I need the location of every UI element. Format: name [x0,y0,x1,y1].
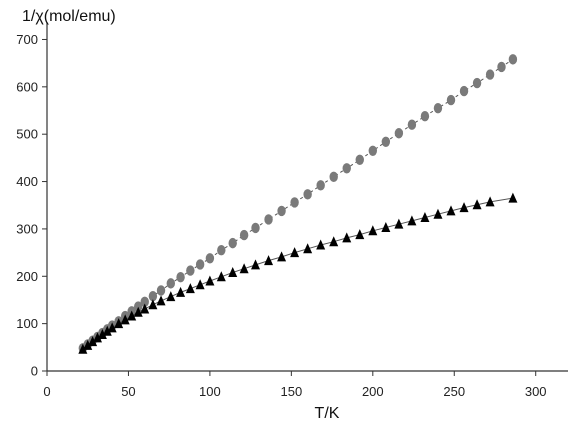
series-2-point [290,247,300,258]
y-axis-title: 1/χ(mol/emu) [22,8,116,25]
series-1-point [472,77,482,89]
series-2-point [394,218,404,229]
series-2-point [176,286,186,297]
y-tick-label: 0 [31,364,38,379]
series-2-point [277,251,287,262]
axes: 0 100 200 300 400 500 600 700 0 50 100 150 200 250 300 [16,22,568,399]
series-1-point [316,180,325,191]
series-1-point [176,272,185,283]
series-1-point [508,54,518,65]
series-2-point [127,310,137,321]
series-1-point [134,301,143,312]
series-1-point [140,296,149,308]
series-2-point [508,192,518,203]
x-tick-label: 150 [281,384,303,399]
series-1-point [485,69,495,80]
series-2-point [93,332,102,343]
series-1-point [205,253,215,264]
series-1-point [420,110,430,122]
data-marks [78,54,518,354]
y-tick-label: 700 [16,32,38,47]
series-2-point [228,266,238,277]
series-2-point [156,295,166,306]
series-2-point [185,283,195,294]
series-1-point [446,94,456,106]
series-2-point [195,279,205,290]
series-2-point [433,208,443,219]
series-2-point [420,212,430,223]
x-axis-title: T/K [315,405,340,422]
x-tick-label: 200 [362,384,384,399]
series-1-point [355,154,364,165]
x-tick-label: 50 [121,384,135,399]
series-1-point [407,119,417,130]
series-2-point [407,215,417,226]
series-2-point [485,196,495,207]
series-2-point [133,306,143,317]
y-tick-label: 500 [16,127,38,142]
series-2-point [97,329,107,340]
series-1-point [459,85,469,97]
series-2-point [120,314,130,325]
y-tick-label: 300 [16,221,38,236]
series-1-point [277,205,286,217]
series-2-point [107,322,117,333]
series-1-point [264,214,273,225]
y-tick-label: 200 [16,269,38,284]
series-2-point [88,336,98,347]
series-2-fit-line [82,197,513,350]
series-2-point [114,318,124,329]
series-2-point [381,221,391,232]
series-2-point [342,232,352,243]
series-2-point [216,271,226,282]
series-1-point [148,290,158,302]
series-1-point [228,237,237,249]
series-1-point [217,245,226,256]
series-2-point [355,229,365,240]
x-tick-label: 300 [525,384,547,399]
series-2-point [166,291,176,302]
series-1-point [186,265,195,276]
series-1-point [497,61,506,73]
series-2-point [472,199,482,210]
series-1-point [394,128,404,139]
series-2-point [148,299,158,310]
series-2-point [239,263,249,274]
x-tick-label: 250 [443,384,465,399]
series-1-point [239,229,249,241]
series-1-point [303,189,312,200]
series-1-point [381,136,391,147]
series-1-point [251,222,260,234]
series-1-point [195,259,205,270]
series-2-point [102,325,112,336]
series-2-point [264,255,274,266]
x-tick-label: 0 [43,384,50,399]
series-2-point [140,303,150,314]
x-tick-label: 100 [199,384,221,399]
series-2-point [205,275,215,286]
series-2-point [459,202,469,213]
series-2-point [316,239,326,250]
series-2-point [303,243,313,254]
series-1-point [290,197,299,208]
y-tick-label: 400 [16,174,38,189]
series-1-point [433,102,443,114]
series-2-point [368,225,378,236]
series-1-point [156,285,166,296]
y-tick-label: 600 [16,79,38,94]
series-1-point [368,145,378,156]
y-tick-label: 100 [16,316,38,331]
series-2-point [251,259,261,270]
series-1-point [166,278,176,289]
series-2-point [78,343,88,354]
series-2-point [446,205,456,216]
series-2-point [83,339,93,350]
series-2-point [329,236,339,247]
series-1-point [329,171,338,183]
series-1-point [342,163,351,174]
